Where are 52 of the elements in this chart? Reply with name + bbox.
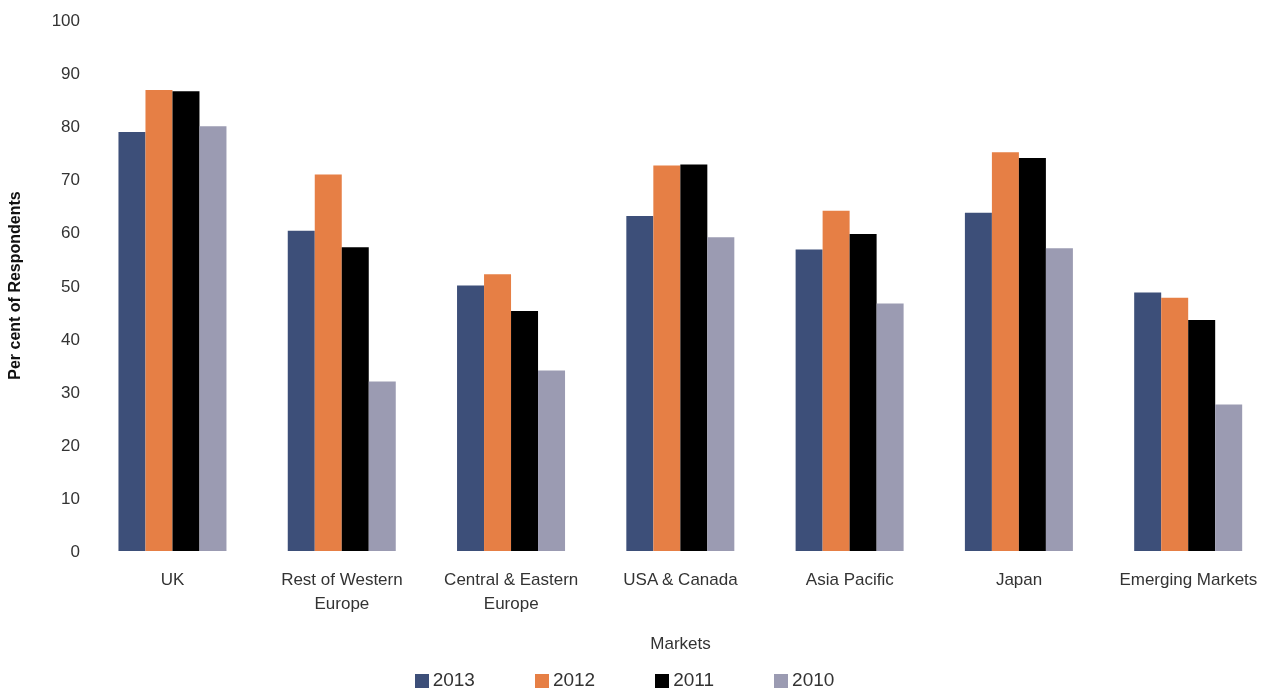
y-tick-label: 0: [70, 542, 80, 562]
bar: [991, 152, 1019, 551]
legend-label: 2013: [432, 669, 475, 690]
bar: [314, 174, 342, 551]
bar: [484, 274, 512, 551]
bar: [849, 233, 877, 551]
bar: [876, 303, 904, 551]
y-tick-label: 50: [61, 276, 80, 296]
y-tick-label: 30: [61, 382, 80, 402]
bar: [287, 230, 315, 551]
bar: [341, 247, 369, 551]
bar: [1161, 297, 1189, 551]
x-tick-label: Rest of Western Europe: [281, 570, 403, 613]
bar: [795, 249, 823, 551]
bar: [457, 285, 485, 551]
bar: [1134, 292, 1162, 551]
bar: [145, 90, 173, 551]
bar: [172, 91, 200, 551]
bar: [1045, 248, 1073, 551]
bar: [368, 381, 396, 551]
legend-label: 2010: [792, 669, 835, 690]
y-tick-label: 20: [61, 435, 80, 455]
legend-label: 2011: [673, 669, 715, 690]
x-axis-title: Markets: [650, 634, 711, 653]
bar: [118, 132, 146, 551]
x-tick-label: Emerging Markets: [1119, 570, 1258, 589]
bar: [1188, 320, 1216, 551]
y-tick-label: 100: [51, 11, 80, 31]
bar: [653, 165, 681, 551]
y-tick-label: 60: [61, 223, 80, 243]
y-tick-label: 70: [61, 170, 80, 190]
y-tick-label: 80: [61, 117, 80, 137]
bar: [707, 237, 735, 551]
bar: [1018, 158, 1046, 551]
legend-label: 2012: [552, 669, 596, 690]
x-tick-label: UK: [160, 570, 186, 589]
x-tick-label: Asia Pacific: [805, 570, 895, 589]
x-tick-label: Central & Eastern Europe: [444, 570, 579, 613]
y-tick-label: 90: [61, 64, 80, 84]
bar: [199, 126, 227, 551]
x-tick-label: Japan: [995, 570, 1043, 589]
bar: [964, 212, 992, 551]
bar: [680, 164, 708, 551]
y-axis-title: Per cent of Respondents: [5, 191, 23, 380]
bar: [1215, 404, 1243, 551]
y-tick-label: 10: [61, 488, 80, 508]
bar: [538, 370, 566, 551]
y-tick-label: 40: [61, 329, 80, 349]
x-tick-label: USA & Canada: [623, 570, 739, 589]
bar: [822, 210, 850, 551]
bar: [626, 215, 654, 551]
bar: [511, 310, 539, 551]
